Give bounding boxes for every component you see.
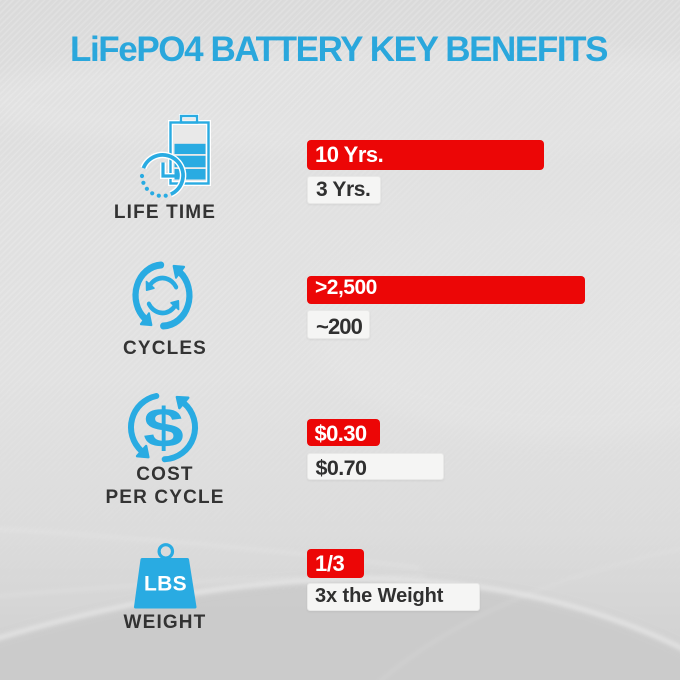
- svg-text:$: $: [143, 396, 183, 459]
- svg-text:LBS: LBS: [144, 573, 187, 596]
